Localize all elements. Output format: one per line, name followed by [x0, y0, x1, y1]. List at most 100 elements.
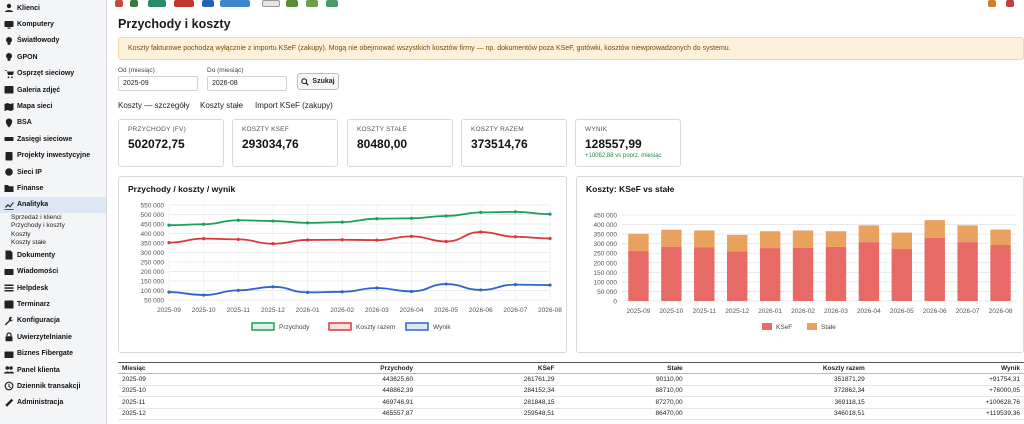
tab-koszty-stale[interactable]: Koszty stałe	[200, 101, 244, 110]
power-icon	[3, 168, 14, 177]
sidebar-item-mapa-sieci[interactable]: Mapa sieci	[0, 98, 106, 114]
devices-icon[interactable]	[220, 0, 250, 7]
data-point	[271, 285, 275, 289]
chart-icon	[3, 200, 14, 210]
sidebar-item-zasięgi-sieciowe[interactable]: Zasięgi sieciowe	[0, 131, 106, 147]
sidebar-item-label: Panel klienta	[17, 366, 60, 374]
card-label: WYNIK	[585, 126, 608, 133]
card-label: KOSZTY STAŁE	[357, 126, 408, 133]
sidebar-item-finanse[interactable]: Finanse	[0, 180, 106, 196]
y-tick-label: 250 000	[141, 260, 165, 267]
plant-icon[interactable]	[306, 0, 318, 7]
sidebar-item-komputery[interactable]: Komputery	[0, 16, 106, 32]
tab-koszty-szczegoly[interactable]: Koszty — szczegóły	[118, 101, 190, 110]
sidebar-item-światłowody[interactable]: Światłowody	[0, 33, 106, 49]
card-koszty-stale: KOSZTY STAŁE 80480,00	[347, 119, 453, 167]
sidebar-item-label: Komputery	[17, 21, 54, 29]
column-header[interactable]: Stałe	[558, 362, 687, 374]
y-tick-label: 150 000	[594, 270, 618, 277]
app-icon[interactable]	[115, 0, 123, 7]
sidebar-subitem[interactable]: Koszty stałe	[11, 239, 47, 247]
column-header[interactable]: Przychody	[268, 362, 418, 374]
sidebar-item-label: Biznes Fibergate	[17, 350, 74, 358]
table-cell: 259548,51	[417, 408, 559, 420]
sidebar-item-sieci-ip[interactable]: Sieci IP	[0, 164, 106, 180]
leaf-icon[interactable]	[326, 0, 338, 7]
sidebar-item-helpdesk[interactable]: Helpdesk	[0, 280, 106, 296]
y-tick-label: 400 000	[141, 231, 165, 238]
sidebar-item-galeria-zdjęć[interactable]: Galeria zdjęć	[0, 82, 106, 98]
calendar-icon[interactable]	[262, 0, 280, 7]
table-cell: 284152,34	[417, 385, 559, 397]
sidebar-item-konfiguracja[interactable]: Konfiguracja	[0, 313, 106, 329]
users-icon	[3, 366, 14, 375]
sidebar-item-dokumenty[interactable]: Dokumenty	[0, 247, 106, 263]
page-title: Przychody i koszty	[118, 17, 231, 31]
user-icon[interactable]	[202, 0, 214, 7]
data-point	[444, 239, 448, 244]
legend-swatch	[251, 322, 275, 331]
logout-icon[interactable]	[1006, 0, 1014, 7]
stats-icon[interactable]	[174, 0, 194, 7]
search-button[interactable]: Szukaj	[297, 73, 339, 90]
line-chart: 550 000 500 000 450 000 400 000 350 000 300 0…	[141, 203, 563, 332]
bar-ksef	[858, 242, 880, 301]
y-tick-label: 300 000	[594, 241, 618, 248]
bar-ksef	[825, 246, 847, 301]
table-row: 2025-12 465557,87 259548,51 86470,00 346018,…	[118, 408, 1024, 420]
sidebar-item-label: Galeria zdjęć	[17, 86, 61, 94]
column-header[interactable]: KSeF	[417, 362, 559, 374]
sidebar-item-dziennik-transakcji[interactable]: Dziennik transakcji	[0, 378, 106, 394]
data-point	[479, 288, 483, 292]
pin-icon	[3, 118, 14, 128]
bar-stałe	[990, 229, 1011, 245]
sidebar-item-uwierzytelnianie[interactable]: Uwierzytelnianie	[0, 329, 106, 345]
card-value: 293034,76	[242, 137, 299, 151]
globe-icon[interactable]	[148, 0, 166, 7]
bulb-icon	[3, 36, 14, 45]
y-tick-label: 150 000	[141, 279, 165, 286]
x-tick-label: 2026-05	[890, 308, 914, 315]
to-month-input[interactable]: 2026-08	[207, 76, 287, 91]
y-tick-label: 0	[613, 299, 617, 306]
sidebar-item-bsa[interactable]: BSA	[0, 115, 106, 131]
wrench-icon	[3, 316, 14, 326]
column-header[interactable]: Koszty razem	[686, 362, 869, 374]
sidebar-subitem[interactable]: Sprzedaż i klienci	[11, 213, 62, 221]
profile-icon[interactable]	[988, 0, 996, 7]
y-tick-label: 450 000	[594, 213, 618, 220]
tree-icon[interactable]	[130, 0, 138, 7]
from-month-input[interactable]: 2025-09	[118, 76, 198, 91]
column-header[interactable]: Wynik	[868, 362, 1024, 374]
data-point	[513, 283, 517, 287]
column-header[interactable]: Miesiąc	[118, 362, 268, 374]
history-icon	[3, 381, 14, 391]
sidebar-item-analityka[interactable]: Analityka	[0, 196, 106, 214]
sidebar-subitem[interactable]: Koszty	[11, 230, 31, 238]
sidebar-item-klienci[interactable]: Klienci	[0, 0, 106, 16]
sidebar-item-terminarz[interactable]: Terminarz	[0, 296, 106, 312]
bar-ksef	[957, 242, 978, 301]
sidebar-subitem[interactable]: Przychody i koszty	[11, 222, 65, 230]
bar-stałe	[924, 220, 945, 238]
box-icon[interactable]	[286, 0, 298, 7]
summary-table: Miesiąc Przychody KSeF Stałe Koszty razem Wyn…	[118, 362, 1024, 420]
sidebar-item-biznes-fibergate[interactable]: Biznes Fibergate	[0, 345, 106, 361]
bar-ksef	[727, 251, 748, 301]
table-cell: 2025-10	[118, 385, 268, 397]
x-tick-label: 2026-07	[503, 307, 527, 314]
table-cell: 351871,29	[686, 373, 869, 386]
sidebar-item-wiadomości[interactable]: Wiadomości	[0, 263, 106, 279]
sidebar-item-panel-klienta[interactable]: Panel klienta	[0, 362, 106, 378]
bar-chart-panel: Koszty: KSeF vs stałe 450 000 400 000 350 …	[576, 176, 1024, 353]
data-point	[375, 217, 379, 221]
y-tick-label: 400 000	[594, 222, 618, 229]
sidebar-item-gpon[interactable]: GPON	[0, 49, 106, 65]
person-icon	[3, 3, 14, 13]
tab-import-ksef[interactable]: Import KSeF (zakupy)	[255, 101, 333, 110]
sidebar-item-osprzęt-sieciowy[interactable]: Osprzęt sieciowy	[0, 66, 106, 82]
data-point	[409, 289, 414, 294]
sidebar-item-projekty-inwestycyjne[interactable]: Projekty inwestycyjne	[0, 148, 106, 164]
sidebar-item-administracja[interactable]: Administracja	[0, 395, 106, 411]
bar-ksef	[759, 248, 781, 301]
